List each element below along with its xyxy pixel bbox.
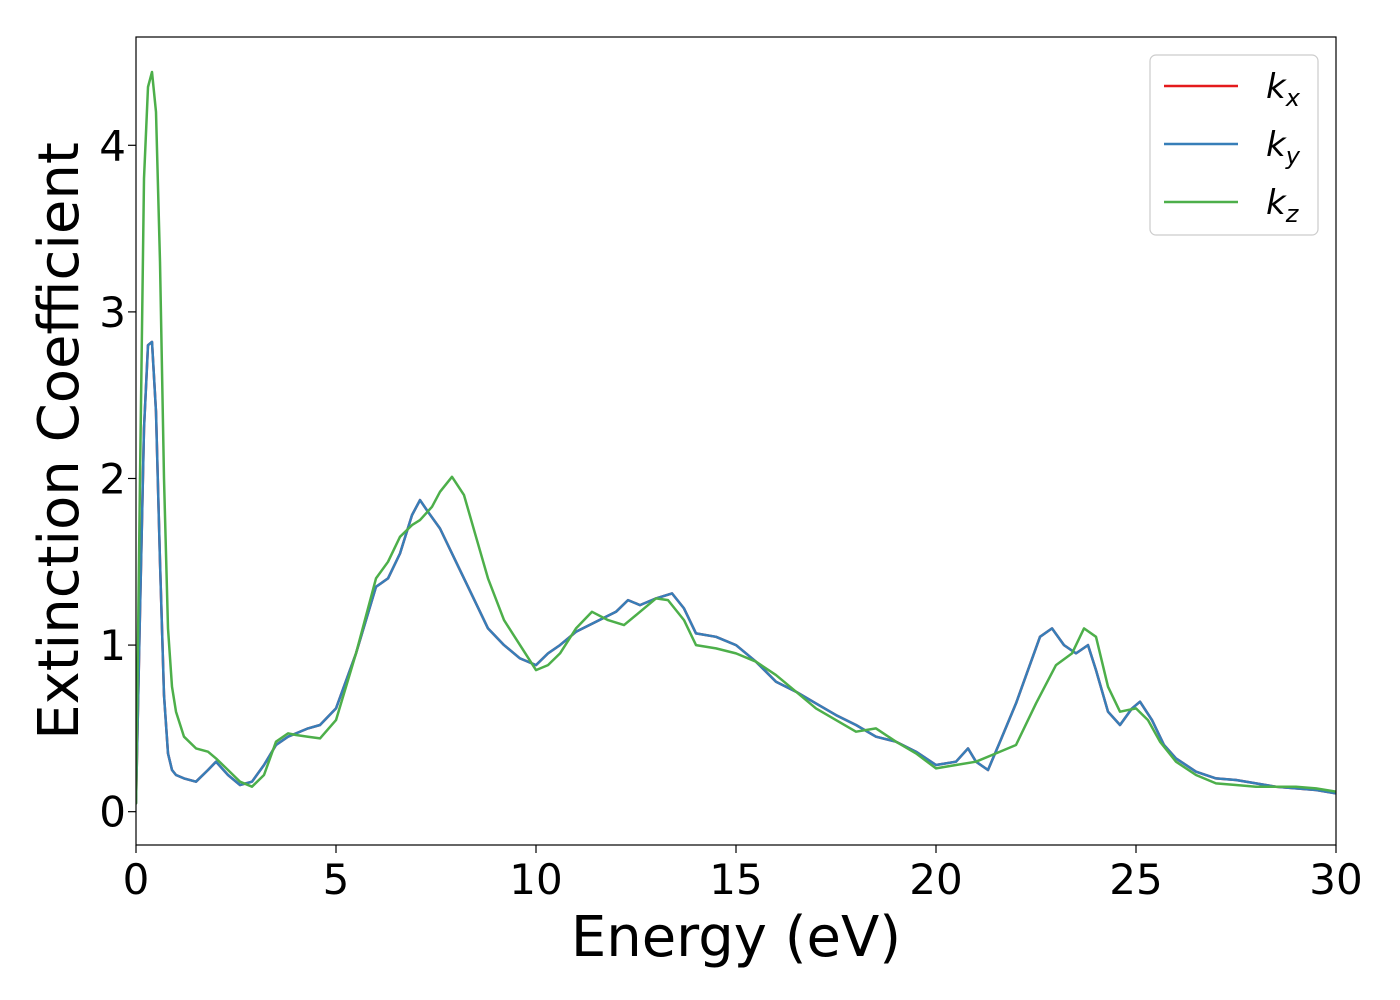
legend-label-x: kx xyxy=(1266,67,1301,112)
series-line-y xyxy=(136,340,1336,805)
y-tick-label: 4 xyxy=(99,121,126,170)
x-tick-label: 5 xyxy=(323,855,350,904)
y-tick-label: 1 xyxy=(99,621,126,670)
series-line-z xyxy=(136,70,1336,805)
legend-label-y: ky xyxy=(1266,125,1301,170)
x-tick-label: 20 xyxy=(909,855,962,904)
x-axis-label: Energy (eV) xyxy=(571,905,901,970)
y-tick-label: 3 xyxy=(99,288,126,337)
series-layer xyxy=(136,70,1336,805)
y-tick-label: 0 xyxy=(99,788,126,837)
y-axis: 0 1 2 3 4 xyxy=(99,121,136,837)
y-axis-label: Extinction Coefficient xyxy=(27,142,92,740)
x-tick-label: 25 xyxy=(1109,855,1162,904)
x-tick-label: 30 xyxy=(1309,855,1362,904)
x-tick-label: 15 xyxy=(709,855,762,904)
x-tick-label: 10 xyxy=(509,855,562,904)
x-tick-label: 0 xyxy=(123,855,150,904)
y-tick-label: 2 xyxy=(99,454,126,503)
x-axis: 0 5 10 15 20 25 30 xyxy=(123,845,1363,904)
